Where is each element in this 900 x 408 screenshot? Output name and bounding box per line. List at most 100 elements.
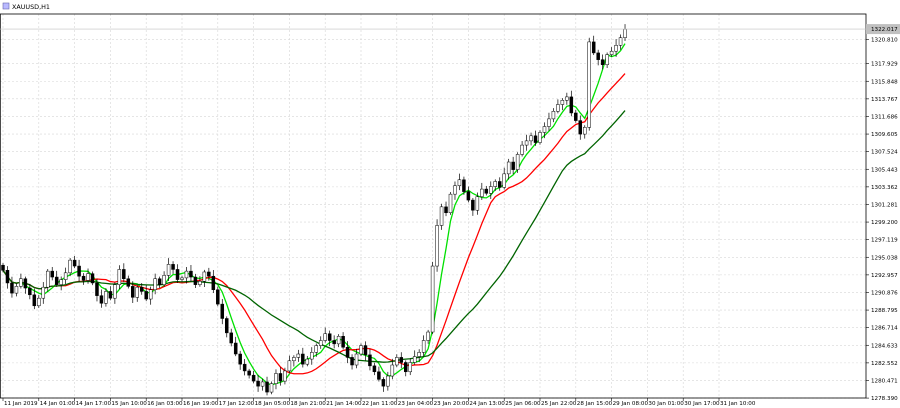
candle[interactable] [292, 355, 296, 367]
candle[interactable] [153, 273, 157, 295]
candle[interactable] [578, 115, 583, 140]
candle[interactable] [95, 278, 99, 302]
candle[interactable] [184, 266, 189, 284]
candle[interactable] [489, 181, 493, 199]
candle[interactable] [171, 261, 175, 274]
candle[interactable] [426, 329, 430, 344]
candle[interactable] [63, 267, 68, 285]
candle[interactable] [189, 264, 193, 282]
candle[interactable] [435, 219, 439, 272]
candle[interactable] [332, 335, 336, 349]
candle[interactable] [50, 266, 54, 281]
candle[interactable] [256, 374, 260, 392]
candle[interactable] [506, 158, 511, 180]
candle[interactable] [139, 283, 144, 295]
candle[interactable] [524, 134, 529, 151]
candle[interactable] [148, 286, 153, 305]
candle[interactable] [533, 130, 538, 146]
candle[interactable] [1, 263, 5, 273]
candle[interactable] [336, 334, 341, 348]
candle[interactable] [457, 173, 462, 191]
candles[interactable] [1, 24, 627, 396]
candle[interactable] [417, 349, 421, 363]
candle[interactable] [260, 378, 265, 391]
candle[interactable] [471, 197, 475, 216]
candle[interactable] [287, 355, 292, 374]
candle[interactable] [162, 271, 166, 287]
candle[interactable] [32, 288, 37, 310]
candle[interactable] [19, 273, 23, 289]
candle[interactable] [166, 258, 171, 282]
candle[interactable] [108, 286, 113, 301]
candle[interactable] [135, 285, 139, 302]
candle[interactable] [278, 367, 283, 386]
candle[interactable] [520, 140, 524, 157]
candle[interactable] [596, 49, 600, 66]
candle[interactable] [404, 360, 408, 377]
candle[interactable] [439, 203, 444, 230]
candle[interactable] [502, 167, 506, 190]
candle[interactable] [10, 276, 14, 298]
ma-fast-line[interactable] [2, 43, 626, 386]
candle[interactable] [86, 268, 90, 284]
candle[interactable] [569, 90, 574, 117]
candle[interactable] [511, 156, 515, 175]
candle[interactable] [466, 186, 471, 203]
ma-slow-line[interactable] [2, 110, 626, 363]
candle[interactable] [113, 282, 117, 304]
candle[interactable] [448, 192, 453, 215]
candle[interactable] [354, 348, 359, 369]
candle[interactable] [202, 269, 207, 287]
candle[interactable] [144, 285, 148, 302]
candle[interactable] [600, 54, 605, 70]
candle[interactable] [350, 354, 354, 370]
candle[interactable] [475, 192, 480, 215]
candle[interactable] [323, 327, 327, 343]
candle[interactable] [28, 283, 32, 300]
candle[interactable] [305, 355, 310, 367]
candle[interactable] [251, 371, 256, 384]
candle[interactable] [46, 269, 50, 292]
candle[interactable] [529, 132, 533, 146]
candle[interactable] [157, 276, 162, 288]
candle[interactable] [198, 276, 202, 287]
candle[interactable] [265, 376, 269, 396]
candle[interactable] [77, 259, 81, 282]
candle[interactable] [583, 125, 587, 139]
candle[interactable] [341, 332, 345, 350]
candle[interactable] [220, 298, 225, 325]
candle[interactable] [390, 358, 395, 380]
candle[interactable] [301, 347, 305, 368]
candle[interactable] [386, 371, 390, 391]
candle[interactable] [560, 98, 565, 111]
candle[interactable] [484, 185, 489, 196]
candle[interactable] [547, 112, 551, 131]
candle[interactable] [542, 122, 547, 139]
candle[interactable] [59, 276, 63, 291]
candle[interactable] [81, 273, 86, 285]
candle[interactable] [233, 336, 238, 357]
candle[interactable] [314, 343, 318, 357]
candle[interactable] [104, 288, 108, 307]
candle[interactable] [556, 99, 560, 114]
candle[interactable] [453, 181, 457, 200]
candle[interactable] [591, 35, 596, 56]
candle[interactable] [175, 264, 180, 283]
candle[interactable] [430, 261, 435, 335]
candle[interactable] [207, 267, 211, 281]
candle[interactable] [41, 282, 46, 304]
candle[interactable] [117, 265, 122, 290]
candle[interactable] [381, 377, 386, 392]
candle[interactable] [247, 368, 251, 379]
candle[interactable] [363, 341, 368, 361]
candle[interactable] [99, 289, 104, 308]
candle[interactable] [54, 270, 59, 287]
candle[interactable] [131, 281, 135, 304]
candle[interactable] [23, 276, 28, 294]
candle[interactable] [587, 37, 591, 131]
candle[interactable] [399, 352, 404, 369]
ma-mid-line[interactable] [2, 73, 626, 375]
candle[interactable] [614, 39, 618, 57]
